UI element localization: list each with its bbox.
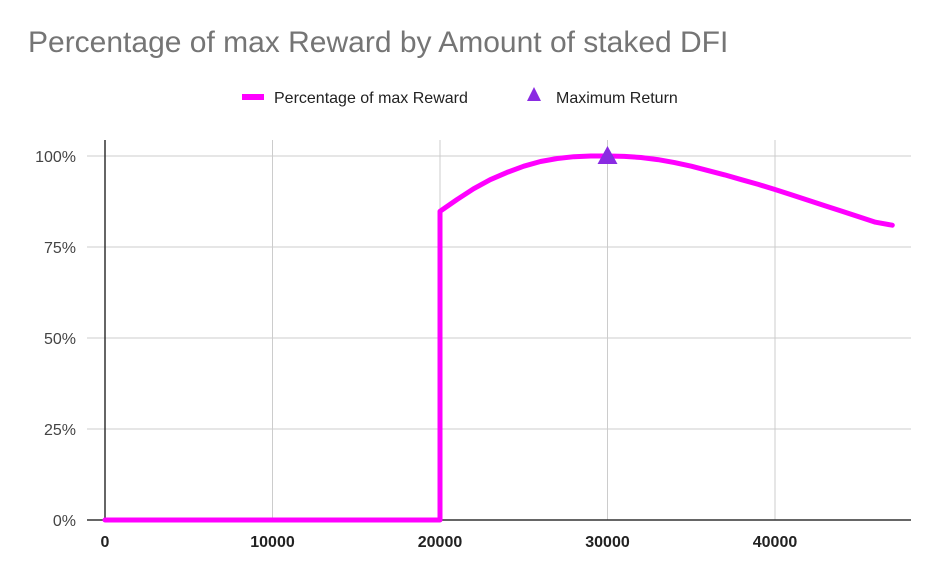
y-tick-label: 50% bbox=[44, 331, 76, 348]
y-tick-label: 0% bbox=[53, 513, 76, 530]
point-maximum-return bbox=[597, 146, 618, 164]
x-tick-label: 40000 bbox=[753, 534, 798, 551]
chart-title: Percentage of max Reward by Amount of st… bbox=[28, 26, 729, 59]
x-tick-label: 0 bbox=[101, 534, 110, 551]
y-tick-label: 100% bbox=[35, 149, 76, 166]
x-tick-label: 20000 bbox=[418, 534, 463, 551]
legend-label-maximum: Maximum Return bbox=[556, 90, 678, 107]
x-tick-label: 10000 bbox=[250, 534, 295, 551]
y-tick-label: 75% bbox=[44, 240, 76, 257]
legend-marker-maximum bbox=[527, 87, 541, 101]
legend-label-reward: Percentage of max Reward bbox=[274, 90, 468, 107]
series-line-reward bbox=[102, 153, 895, 523]
x-tick-label: 30000 bbox=[585, 534, 630, 551]
legend-swatch-reward bbox=[242, 94, 264, 100]
y-tick-label: 25% bbox=[44, 422, 76, 439]
